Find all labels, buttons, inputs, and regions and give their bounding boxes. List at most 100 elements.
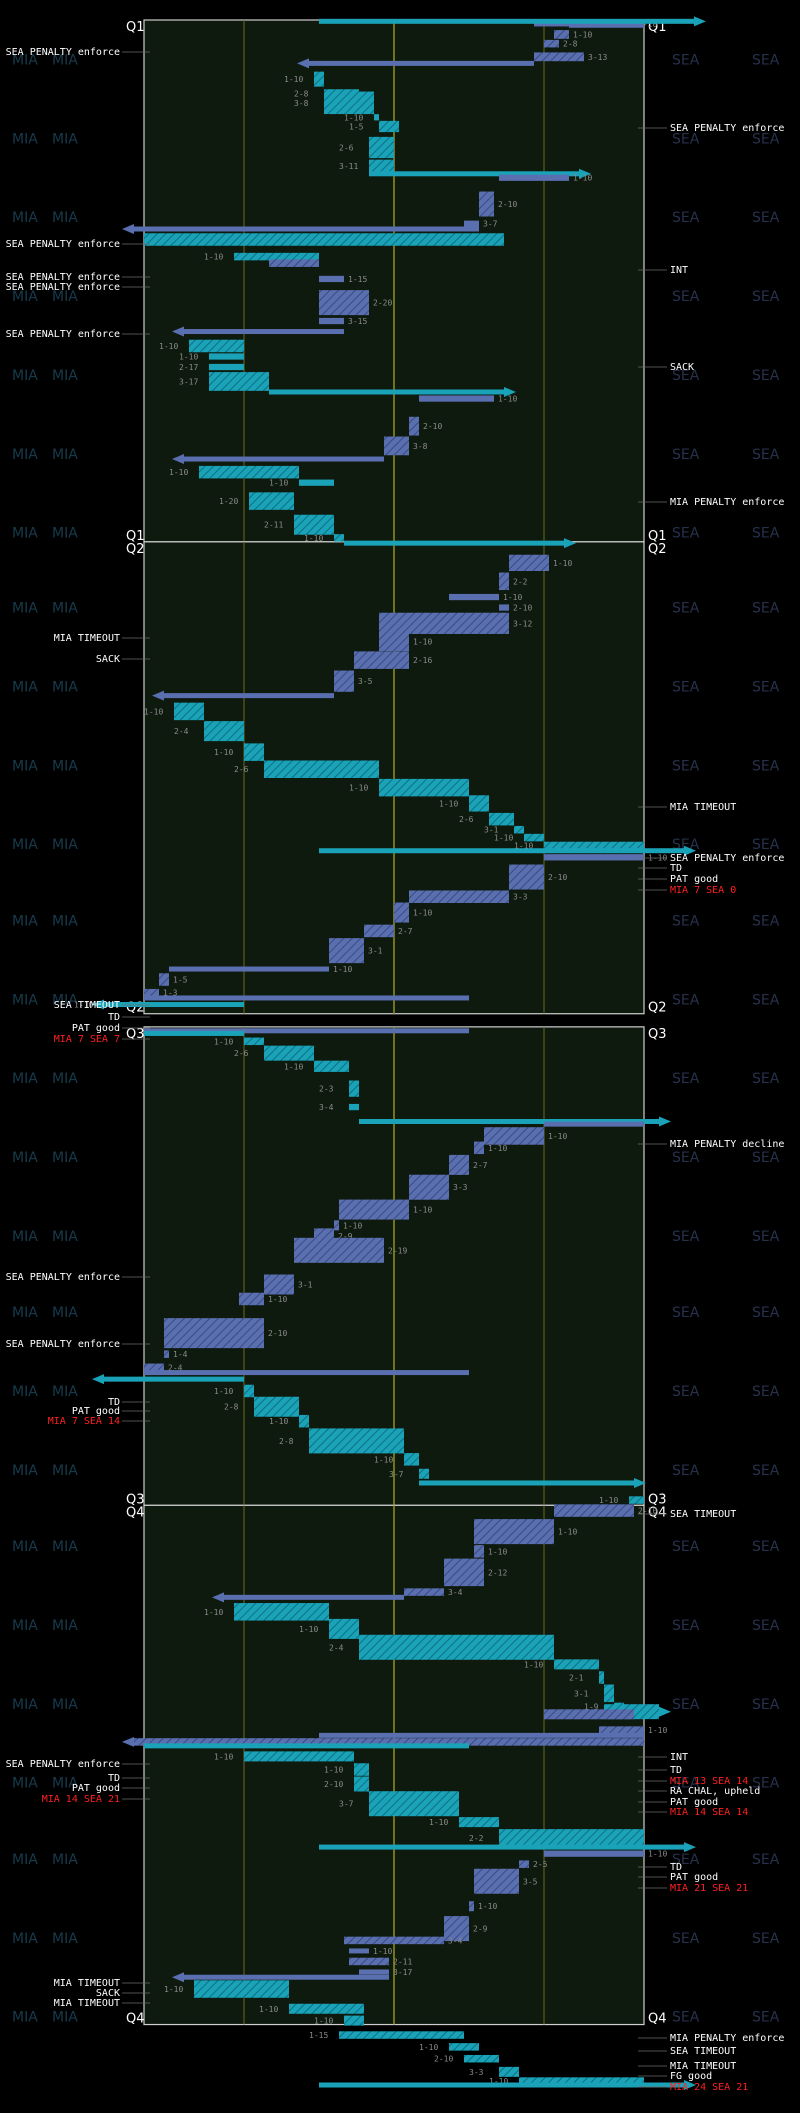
sea-play-bar — [184, 1974, 389, 1980]
down-distance-label: 2-10 — [548, 873, 567, 882]
watermark-mia: MIA — [12, 447, 38, 463]
sea-play-bar — [554, 1504, 634, 1517]
mia-play-bar — [369, 159, 394, 173]
down-distance-label: 2-1 — [569, 1674, 584, 1683]
event-label: SEA PENALTY enforce — [6, 1339, 120, 1350]
mia-play-bar — [199, 465, 299, 479]
down-distance-label: 2-3 — [319, 1085, 334, 1094]
quarter-label: Q4 — [126, 1505, 145, 1520]
event-label: SEA PENALTY enforce — [6, 239, 120, 250]
sea-play-bar — [144, 1363, 164, 1372]
mia-play-bar — [314, 1060, 349, 1072]
mia-play-bar — [599, 1671, 604, 1684]
mia-play-bar — [209, 363, 244, 371]
mia-play-bar — [189, 339, 244, 353]
arrowhead-right — [684, 1842, 696, 1853]
watermark-sea: SEA — [672, 210, 700, 226]
down-distance-label: 1-10 — [214, 748, 233, 757]
event-label: MIA TIMEOUT — [54, 1998, 120, 2009]
sea-play-bar — [269, 259, 319, 267]
sea-play-bar — [509, 864, 544, 890]
sea-play-bar — [534, 52, 584, 62]
event-label: PAT good — [670, 874, 718, 885]
down-distance-label: 2-6 — [459, 815, 474, 824]
down-distance-label: 2-8 — [279, 1437, 294, 1446]
arrowhead-right — [504, 386, 516, 397]
down-distance-label: 2-8 — [294, 90, 309, 99]
down-distance-label: 2-8 — [224, 1403, 239, 1412]
down-distance-label: 3-4 — [448, 1588, 463, 1597]
event-label: FG good — [670, 2071, 712, 2082]
sea-play-bar — [144, 1028, 469, 1034]
sea-play-bar — [339, 1199, 409, 1220]
sea-play-bar — [359, 1969, 389, 1975]
down-distance-label: 1-10 — [573, 30, 592, 39]
sea-play-bar — [144, 995, 469, 1001]
down-distance-label: 1-10 — [344, 113, 363, 122]
down-distance-label: 2-10 — [268, 1329, 287, 1338]
down-distance-label: 2-10 — [513, 604, 532, 613]
watermark-mia: MIA — [12, 837, 38, 853]
event-label: MIA TIMEOUT — [670, 2061, 736, 2072]
arrowhead-left — [152, 690, 164, 701]
down-distance-label: 1-10 — [489, 2077, 508, 2086]
score-label: MIA 7 SEA 7 — [54, 1034, 120, 1045]
mia-play-bar — [174, 702, 204, 721]
mia-play-bar — [404, 1453, 419, 1466]
watermark-sea: SEA — [672, 289, 700, 305]
sea-play-bar — [449, 593, 499, 601]
down-distance-label: 1-10 — [284, 75, 303, 84]
score-label: MIA 7 SEA 0 — [670, 885, 736, 896]
down-distance-label: 3-12 — [513, 619, 532, 628]
watermark-sea: SEA — [752, 1618, 780, 1634]
watermark-mia: MIA — [12, 1150, 38, 1166]
watermark-sea: SEA — [752, 1852, 780, 1868]
arrowhead-left — [172, 326, 184, 337]
down-distance-label: 3-8 — [294, 99, 309, 108]
down-distance-label: 2-7 — [398, 927, 413, 936]
watermark-sea: SEA — [672, 131, 700, 147]
down-distance-label: 1-10 — [204, 1608, 223, 1617]
watermark-mia: MIA — [12, 526, 38, 542]
mia-play-bar — [359, 1119, 659, 1125]
down-distance-label: 2-17 — [179, 363, 198, 372]
mia-play-bar — [354, 1776, 369, 1792]
mia-play-bar — [299, 479, 334, 486]
down-distance-label: 1-10 — [269, 479, 288, 488]
sea-play-bar — [319, 317, 344, 325]
down-distance-label: 3-15 — [348, 317, 367, 326]
sea-play-bar — [169, 966, 329, 972]
watermark-mia: MIA — [52, 837, 78, 853]
down-distance-label: 2-4 — [329, 1643, 344, 1652]
sea-play-bar — [499, 604, 509, 611]
down-distance-label: 1-5 — [173, 976, 188, 985]
watermark-mia: MIA — [52, 210, 78, 226]
down-distance-label: 3-8 — [413, 442, 428, 451]
watermark-mia: MIA — [12, 131, 38, 147]
watermark-mia: MIA — [52, 52, 78, 68]
watermark-mia: MIA — [12, 2010, 38, 2026]
mia-play-bar — [369, 1791, 459, 1817]
watermark-sea: SEA — [672, 913, 700, 929]
down-distance-label: 1-10 — [214, 1387, 233, 1396]
event-label: MIA TIMEOUT — [670, 802, 736, 813]
watermark-mia: MIA — [12, 1697, 38, 1713]
mia-play-bar — [369, 171, 579, 177]
sea-play-bar — [449, 1154, 469, 1175]
watermark-sea: SEA — [752, 913, 780, 929]
watermark-mia: MIA — [52, 758, 78, 774]
down-distance-label: 1-10 — [478, 1902, 497, 1911]
down-distance-label: 1-10 — [413, 1206, 432, 1215]
event-annotations: SEA PENALTY enforce SEA PENALTY enforce SE… — [6, 47, 785, 2093]
watermark-sea: SEA — [752, 447, 780, 463]
mia-play-bar — [104, 1002, 244, 1008]
event-label: INT — [670, 1752, 688, 1763]
sea-play-bar — [474, 1519, 554, 1545]
down-distance-label: 1-10 — [638, 20, 657, 29]
sea-play-bar — [379, 612, 509, 634]
sea-play-bar — [554, 30, 569, 39]
arrowhead-right — [694, 16, 706, 27]
down-distance-label: 1-10 — [494, 834, 513, 843]
down-distance-label: 1-10 — [488, 1144, 507, 1153]
